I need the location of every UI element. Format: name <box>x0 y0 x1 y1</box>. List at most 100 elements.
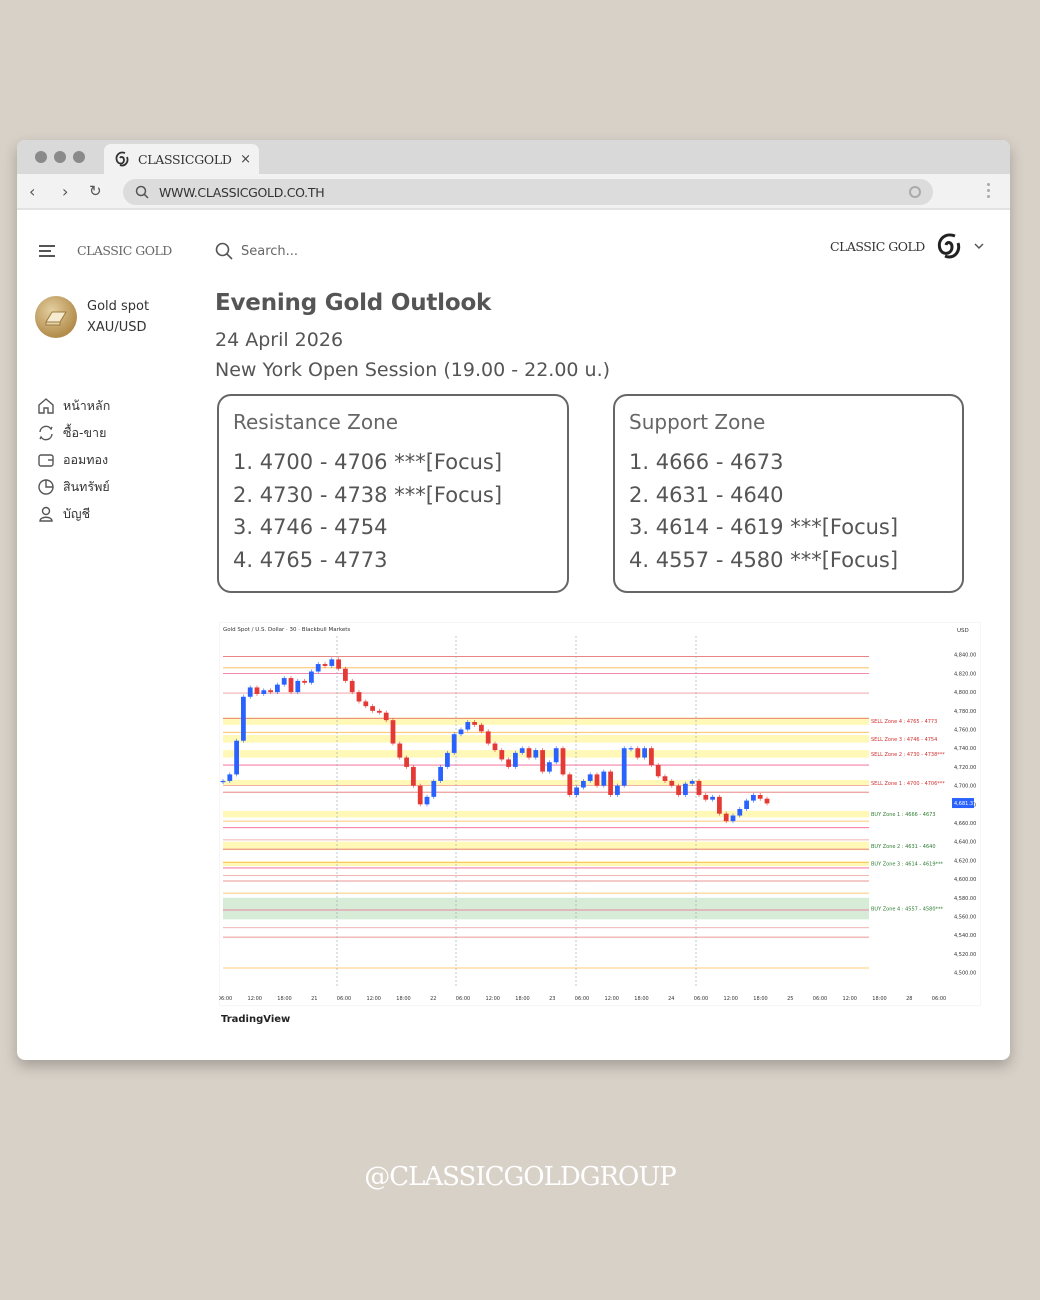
candle-body <box>343 668 348 681</box>
candle-body <box>411 766 416 786</box>
sidebar-item-trade[interactable]: ซื้อ-ขาย <box>37 419 110 446</box>
browser-window: CLASSICGOLD × ‹ › ↻ WWW.CLASSICGOLD.CO.T… <box>17 140 1010 1060</box>
candle-body <box>581 780 586 788</box>
tradingview-attribution: TradingView <box>221 1014 291 1025</box>
sidebar-item-label: สินทรัพย์ <box>63 478 110 494</box>
zone-label: SELL Zone 1 : 4700 - 4706*** <box>871 781 945 787</box>
candle-body <box>220 780 226 783</box>
candle-body <box>383 712 389 721</box>
sidebar-item-assets[interactable]: สินทรัพย์ <box>37 473 110 500</box>
candle-body <box>757 794 763 799</box>
resistance-item: 4. 4765 - 4773 <box>233 547 388 572</box>
candle-body <box>424 796 430 805</box>
candle-body <box>676 785 681 795</box>
back-icon[interactable]: ‹ <box>29 182 36 201</box>
candle-body <box>662 776 668 781</box>
x-tick-label: 06:00 <box>337 996 351 1002</box>
x-tick-label: 06:00 <box>694 996 708 1002</box>
x-tick-label: 18:00 <box>515 996 529 1002</box>
candle-body <box>655 765 661 777</box>
candle-body <box>587 774 593 781</box>
sidebar-nav: หน้าหลัก ซื้อ-ขาย ออมทอง สินทรัพย์ บัญชี <box>37 392 110 527</box>
session-label: New York Open Session (19.00 - 22.00 u.) <box>215 359 611 381</box>
gold-bar-icon <box>45 311 67 326</box>
x-tick-label: 18:00 <box>396 996 410 1002</box>
sidebar-item-savings[interactable]: ออมทอง <box>37 446 110 473</box>
search-field[interactable]: Search... <box>215 242 298 260</box>
candle-body <box>315 664 321 672</box>
asset-symbol: XAU/USD <box>87 320 147 335</box>
candle-body <box>737 809 743 816</box>
candle-body <box>472 722 477 725</box>
candle-body <box>744 800 749 809</box>
brand-name: CLASSIC GOLD <box>77 243 172 258</box>
x-tick-label: 12:00 <box>486 996 500 1002</box>
support-zone-title: Support Zone <box>629 410 766 434</box>
chevron-down-icon[interactable] <box>973 240 985 252</box>
candle-body <box>717 796 722 814</box>
zone-label: BUY Zone 2 : 4631 - 4640 <box>871 844 936 850</box>
y-tick-label: 4,600.00 <box>954 877 976 883</box>
support-item: 3. 4614 - 4619 ***[Focus] <box>629 515 899 539</box>
support-item: 1. 4666 - 4673 <box>629 450 784 474</box>
candle-body <box>370 706 375 711</box>
tab-close-icon[interactable]: × <box>240 151 251 167</box>
sidebar-item-label: ออมทอง <box>63 451 109 467</box>
price-zone-band <box>223 735 869 743</box>
y-tick-label: 4,780.00 <box>954 709 976 715</box>
candle-body <box>247 687 253 697</box>
settings-icon[interactable] <box>909 186 921 198</box>
candle-body <box>281 678 287 685</box>
y-tick-label: 4,820.00 <box>954 671 976 677</box>
account-brand-menu[interactable]: CLASSIC GOLD <box>830 230 985 262</box>
price-zone-band <box>223 897 869 920</box>
search-icon <box>135 185 149 199</box>
sidebar-item-account[interactable]: บัญชี <box>37 500 110 527</box>
zone-label: BUY Zone 1 : 4666 - 4673 <box>871 812 936 818</box>
x-tick-label: 23 <box>549 996 555 1002</box>
price-zone-band <box>223 780 869 786</box>
x-tick-label: 18:00 <box>634 996 648 1002</box>
zone-label: SELL Zone 4 : 4765 - 4773 <box>871 719 937 725</box>
zone-label: SELL Zone 2 : 4730 - 4738*** <box>871 752 945 758</box>
maximize-window-dot[interactable] <box>73 151 85 163</box>
sidebar-item-home[interactable]: หน้าหลัก <box>37 392 110 419</box>
sidebar-item-label: ซื้อ-ขาย <box>63 424 107 440</box>
hamburger-menu-icon[interactable] <box>39 245 55 257</box>
zone-label: BUY Zone 3 : 4614 - 4619*** <box>871 862 944 868</box>
candle-body <box>689 780 695 784</box>
price-chart[interactable]: Gold Spot / U.S. Dollar · 30 · Blackbull… <box>218 621 982 1007</box>
sidebar-item-label: บัญชี <box>63 505 91 521</box>
current-price-label: 4,681.37 <box>954 801 976 807</box>
footer-handle: @CLASSICGOLDGROUP <box>364 1162 677 1192</box>
candle-body <box>513 752 518 767</box>
y-tick-label: 4,700.00 <box>954 784 976 790</box>
candle-body <box>268 690 273 693</box>
x-tick-label: 12:00 <box>843 996 857 1002</box>
candle-body <box>397 743 403 758</box>
resistance-zone-title: Resistance Zone <box>233 410 399 434</box>
menu-kebab-icon[interactable] <box>987 183 990 198</box>
outlook-date: 24 April 2026 <box>215 329 344 351</box>
user-icon <box>39 506 53 522</box>
x-tick-label: 18:00 <box>753 996 767 1002</box>
minimize-window-dot[interactable] <box>54 151 66 163</box>
x-tick-label: 12:00 <box>367 996 381 1002</box>
forward-icon[interactable]: › <box>62 182 69 201</box>
candle-body <box>241 696 246 741</box>
sidebar-item-label: หน้าหลัก <box>63 397 111 413</box>
candle-body <box>608 771 613 795</box>
candle-body <box>649 748 654 766</box>
close-window-dot[interactable] <box>35 151 47 163</box>
x-tick-label: 12:00 <box>605 996 619 1002</box>
reload-icon[interactable]: ↻ <box>89 182 102 200</box>
candle-body <box>506 759 511 767</box>
candle-body <box>723 813 729 822</box>
x-tick-label: 06:00 <box>219 996 232 1002</box>
browser-tab[interactable]: CLASSICGOLD × <box>104 144 259 174</box>
candle-body <box>696 780 702 795</box>
url-input[interactable]: WWW.CLASSICGOLD.CO.TH <box>123 179 933 205</box>
candle-body <box>458 729 464 735</box>
url-text: WWW.CLASSICGOLD.CO.TH <box>159 184 325 200</box>
candle-body <box>499 750 505 760</box>
